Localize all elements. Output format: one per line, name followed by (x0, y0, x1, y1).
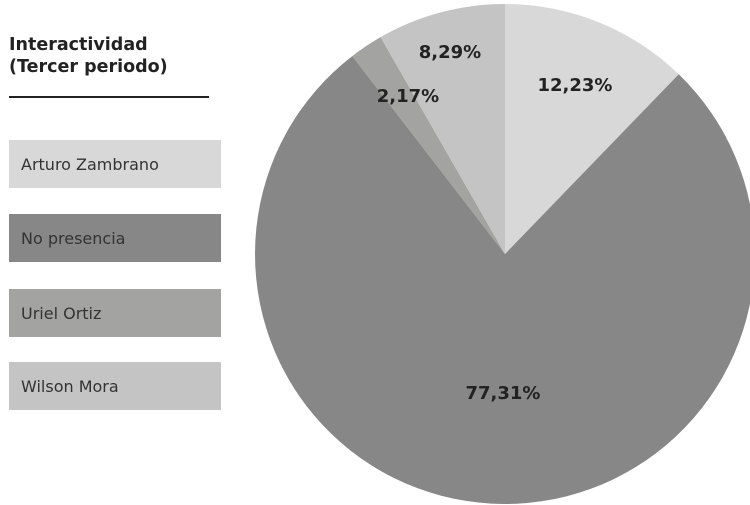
chart-title-line-2: (Tercer periodo) (9, 57, 168, 77)
legend-item-uriel-ortiz: Uriel Ortiz (9, 289, 221, 337)
legend-label: No presencia (21, 228, 126, 248)
pie-slice-uriel-ortiz (352, 37, 505, 254)
pie-slice-label: 2,17% (377, 86, 439, 107)
legend-label: Wilson Mora (21, 376, 119, 396)
legend-item-no-presencia: No presencia (9, 214, 221, 262)
pie-slice-no-presencia (255, 56, 750, 504)
legend-item-arturo-zambrano: Arturo Zambrano (9, 140, 221, 188)
legend-label: Uriel Ortiz (21, 303, 102, 323)
pie-slice-label: 77,31% (466, 383, 541, 404)
pie-slice-label: 12,23% (538, 75, 613, 96)
pie-slice-label: 8,29% (419, 42, 481, 63)
legend-label: Arturo Zambrano (21, 154, 159, 174)
pie-slice-arturo-zambrano (505, 4, 679, 254)
title-divider (9, 96, 209, 98)
chart-title: Interactividad (Tercer periodo) (9, 34, 214, 78)
chart-title-line-1: Interactividad (9, 35, 148, 55)
pie-slice-wilson-mora (380, 4, 505, 254)
legend-item-wilson-mora: Wilson Mora (9, 362, 221, 410)
